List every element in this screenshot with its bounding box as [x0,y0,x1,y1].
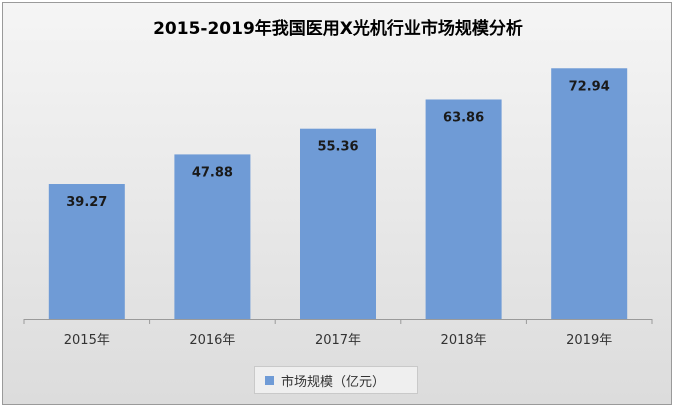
x-tick-label: 2017年 [315,333,361,348]
x-tick-label: 2015年 [64,333,110,348]
bar-2015年 [48,184,125,319]
chart-legend: 市场规模（亿元） [254,366,418,394]
x-tick-label: 2018年 [441,333,487,348]
data-label: 47.88 [192,165,233,180]
bar-2017年 [300,128,376,319]
data-label: 72.94 [569,79,610,94]
bar-2018年 [425,99,502,319]
bar-2016年 [174,154,251,319]
x-tick-label: 2016年 [189,333,235,348]
bar-2019年 [551,68,628,319]
legend-swatch [265,375,274,385]
data-label: 39.27 [66,195,107,210]
data-label: 63.86 [443,110,484,125]
x-tick-label: 2019年 [566,333,612,348]
chart-title: 2015-2019年我国医用X光机行业市场规模分析 [153,19,523,39]
legend-label: 市场规模（亿元） [281,374,386,390]
data-label: 55.36 [317,140,358,155]
